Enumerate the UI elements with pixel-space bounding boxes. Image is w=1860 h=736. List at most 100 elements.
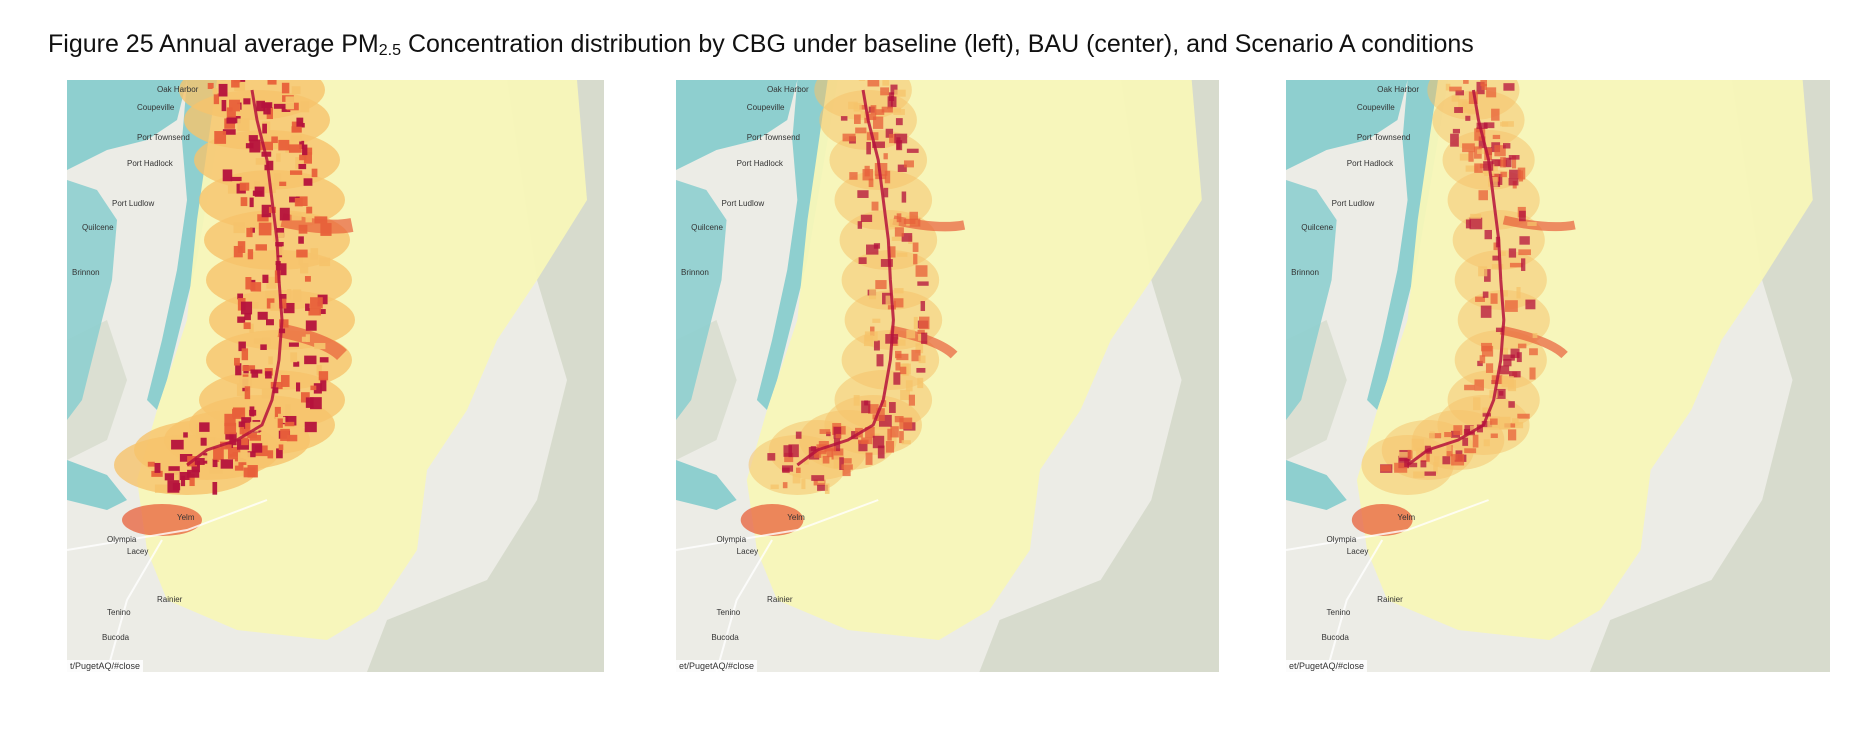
pm-cell bbox=[147, 461, 155, 467]
map-baseline[interactable]: Oak Harbor Coupeville Port Townsend Port Ha… bbox=[67, 80, 604, 672]
pm-cell bbox=[1442, 456, 1451, 465]
pm-cell bbox=[275, 232, 284, 238]
pm-cell bbox=[1452, 128, 1461, 134]
pm-cell bbox=[1458, 99, 1468, 112]
pm-spur bbox=[889, 215, 966, 359]
pm-cell bbox=[1462, 437, 1469, 446]
pm-cell bbox=[308, 308, 321, 316]
map-attribution[interactable]: et/PugetAQ/#close bbox=[676, 660, 758, 672]
pm-cell bbox=[300, 101, 310, 113]
pm-cell bbox=[305, 215, 312, 223]
pm-cell bbox=[888, 92, 895, 101]
pm-cell bbox=[233, 80, 241, 83]
pm-cell bbox=[905, 380, 913, 392]
pm-cell bbox=[870, 326, 875, 336]
pm-cell bbox=[918, 355, 926, 364]
place-label: Bucoda bbox=[711, 633, 739, 642]
pm-cell bbox=[911, 349, 921, 362]
pm-cell bbox=[300, 263, 309, 274]
pm-cell bbox=[273, 103, 287, 109]
pm-cell bbox=[897, 164, 907, 172]
pm-cell bbox=[917, 377, 924, 389]
pm-cell bbox=[300, 392, 310, 403]
pm-cell bbox=[792, 473, 801, 484]
pm-cell bbox=[1480, 305, 1492, 318]
pm-cell bbox=[209, 461, 223, 474]
pm-cell bbox=[235, 407, 244, 415]
pm-cell bbox=[251, 443, 263, 453]
pm-cell bbox=[275, 263, 287, 276]
pm-cell bbox=[871, 201, 879, 211]
pm-cell bbox=[895, 362, 901, 371]
pm-cell bbox=[1445, 442, 1452, 452]
pm-cell bbox=[894, 416, 904, 423]
pm-cell bbox=[249, 409, 257, 416]
pm-cell bbox=[301, 336, 308, 342]
pm-cell bbox=[214, 131, 227, 144]
map-canvas: Oak Harbor Coupeville Port Townsend Port Ha… bbox=[676, 80, 1219, 672]
pm-cell bbox=[1517, 413, 1530, 419]
pm-cell bbox=[320, 223, 332, 236]
pm-cell bbox=[278, 298, 287, 309]
pm-cell bbox=[238, 341, 246, 352]
pm-cell bbox=[865, 452, 873, 465]
pm-cell bbox=[873, 340, 880, 351]
pm-cell bbox=[154, 484, 168, 493]
pm-cell bbox=[1450, 133, 1459, 147]
pm-cell bbox=[295, 157, 304, 170]
pm-cell bbox=[1481, 342, 1492, 352]
pm-cell bbox=[255, 158, 267, 165]
pm-cell bbox=[855, 127, 867, 134]
map-scenario-a[interactable]: Oak Harbor Coupeville Port Townsend Port Ha… bbox=[1286, 80, 1830, 672]
map-attribution[interactable]: t/PugetAQ/#close bbox=[67, 660, 144, 672]
pm-cell bbox=[298, 236, 304, 244]
pm-cell bbox=[867, 80, 880, 87]
pm-cell bbox=[1503, 157, 1512, 168]
place-label: Olympia bbox=[716, 535, 746, 544]
pm-cell bbox=[1476, 127, 1482, 133]
pm-cell bbox=[1477, 149, 1488, 154]
place-label: Olympia bbox=[1327, 535, 1357, 544]
pm-cell bbox=[267, 80, 277, 85]
figure-caption: Figure 25 Annual average PM2.5 Concentra… bbox=[48, 30, 1474, 60]
pm-cell bbox=[859, 104, 867, 110]
pm-cell bbox=[1516, 287, 1521, 299]
pm-cell bbox=[842, 133, 856, 142]
map-attribution[interactable]: et/PugetAQ/#close bbox=[1286, 660, 1368, 672]
pm-cell bbox=[234, 357, 240, 366]
pm-cell bbox=[247, 249, 254, 260]
pm-cell bbox=[255, 244, 267, 251]
pm-cell bbox=[234, 81, 246, 91]
pm-cell bbox=[824, 446, 836, 452]
pm-cell bbox=[1409, 462, 1418, 468]
pm-cell bbox=[284, 415, 297, 426]
pm-cell bbox=[240, 301, 253, 315]
pm-cell bbox=[243, 98, 251, 105]
pm-cell bbox=[869, 288, 877, 300]
map-bau[interactable]: Oak Harbor Coupeville Port Townsend Port Ha… bbox=[676, 80, 1219, 672]
pm-cell bbox=[1451, 454, 1465, 466]
pm-cell bbox=[1510, 348, 1520, 359]
pm-cell bbox=[270, 302, 280, 311]
pm-cell bbox=[252, 302, 259, 309]
pm-cell bbox=[839, 457, 844, 471]
pm-cell bbox=[306, 206, 313, 214]
pm-cell bbox=[241, 437, 249, 446]
pm-cell bbox=[278, 139, 290, 151]
pm-cell bbox=[885, 128, 894, 138]
pm-cell bbox=[276, 448, 283, 459]
pm-cell bbox=[795, 431, 802, 439]
pm-cell bbox=[311, 168, 318, 178]
pm-cell bbox=[1527, 221, 1537, 226]
pm-cell bbox=[194, 458, 205, 465]
pm-cell bbox=[788, 444, 799, 458]
pm-cell bbox=[289, 170, 303, 175]
pm-cell bbox=[172, 482, 181, 491]
pm-cell bbox=[266, 276, 277, 289]
pm-cell bbox=[889, 402, 896, 413]
pm-cell bbox=[891, 236, 903, 241]
pm-cell bbox=[833, 455, 844, 469]
pm-cell bbox=[320, 378, 327, 392]
pm-cell bbox=[858, 80, 866, 81]
pm-cell bbox=[275, 241, 284, 247]
